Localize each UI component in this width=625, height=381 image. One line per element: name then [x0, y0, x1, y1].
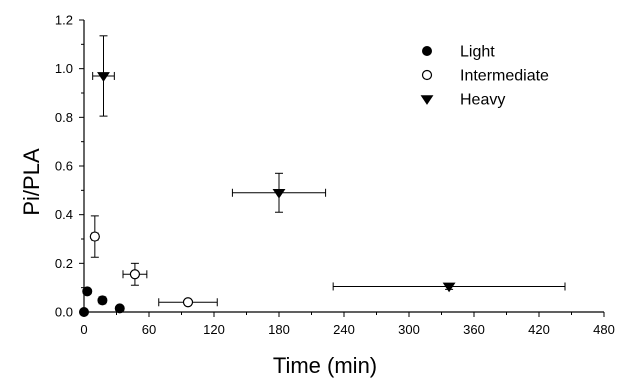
data-point	[114, 303, 125, 314]
x-tick-label: 360	[463, 322, 485, 337]
data-point	[79, 307, 89, 317]
y-tick-label: 0.4	[55, 207, 73, 222]
y-tick-label: 1.2	[55, 13, 73, 28]
legend-marker	[420, 95, 434, 105]
data-point	[97, 72, 110, 82]
x-tick-label: 0	[80, 322, 87, 337]
legend-marker	[422, 46, 432, 56]
y-tick-label: 1.0	[55, 61, 73, 76]
data-point	[82, 286, 93, 297]
data-point	[129, 269, 141, 280]
y-tick-label: 0.0	[55, 305, 73, 320]
series-intermediate	[89, 215, 218, 308]
y-tick-label: 0.2	[55, 256, 73, 271]
data-point	[272, 188, 286, 199]
data-point	[442, 282, 456, 293]
legend-label: Light	[460, 44, 495, 61]
x-tick-label: 180	[268, 322, 290, 337]
legend-label: Intermediate	[460, 68, 549, 85]
series-heavy	[92, 35, 566, 293]
legend-item-intermediate: Intermediate	[421, 68, 549, 85]
data-point	[97, 295, 108, 306]
legend-item-light: Light	[422, 44, 495, 61]
y-tick-label: 0.6	[55, 159, 73, 174]
plot-area	[79, 35, 566, 317]
x-tick-label: 420	[528, 322, 550, 337]
series-light	[79, 286, 125, 317]
ticks: 0 60 120 180 240 300 360 420 480 0.0 0.2 0.4 0.6 0.8 1…	[55, 13, 615, 338]
y-axis-title: Pi/PLA	[19, 148, 44, 216]
legend: Light Intermediate Heavy	[420, 44, 549, 109]
x-tick-label: 300	[398, 322, 420, 337]
legend-marker	[421, 69, 433, 81]
data-point	[182, 297, 194, 308]
legend-label: Heavy	[460, 92, 505, 109]
legend-item-heavy: Heavy	[420, 92, 505, 109]
x-tick-label: 60	[142, 322, 156, 337]
x-axis-title: Time (min)	[273, 353, 377, 378]
data-point	[89, 231, 100, 242]
y-tick-label: 0.8	[55, 110, 73, 125]
x-tick-label: 480	[593, 322, 615, 337]
x-tick-label: 240	[333, 322, 355, 337]
x-tick-label: 120	[203, 322, 225, 337]
axes	[83, 20, 604, 313]
